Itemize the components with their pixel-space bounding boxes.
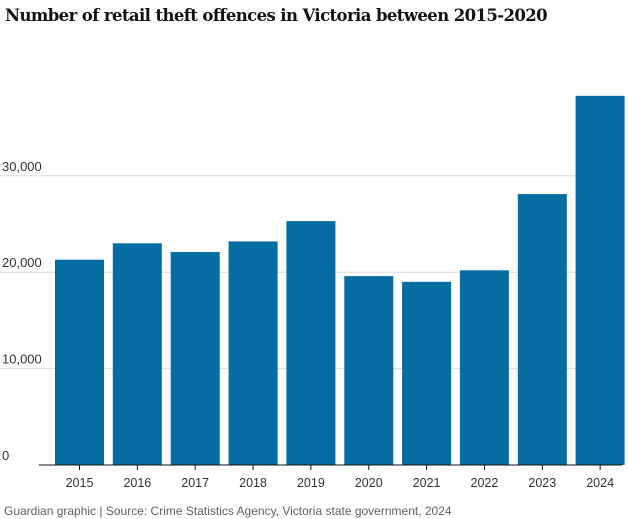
bar-2022	[459, 270, 509, 465]
y-tick-label: 30,000	[2, 159, 42, 174]
x-tick-label: 2018	[239, 476, 267, 490]
x-tick-label: 2021	[413, 476, 441, 490]
x-tick-label: 2020	[355, 476, 383, 490]
x-axis: 2015 2016 2017 2018 2019 2020 2021 2022 2023 2024	[66, 465, 614, 490]
bar-2018	[228, 241, 278, 465]
bars	[55, 95, 625, 466]
x-tick-label: 2015	[66, 476, 94, 490]
bar-2019	[286, 221, 336, 465]
bar-2021	[402, 281, 452, 465]
y-axis-tick-labels: 0 10,000 20,000 30,000	[2, 159, 42, 463]
y-tick-label: 0	[2, 448, 9, 463]
y-tick-label: 20,000	[2, 255, 42, 270]
source-credit: Guardian graphic | Source: Crime Statist…	[4, 504, 452, 518]
bar-chart: 0 10,000 20,000 30,000 2015 2016 2017 2018 2019…	[0, 95, 625, 490]
x-tick-label: 2023	[528, 476, 556, 490]
bar-2016	[112, 243, 162, 465]
bar-2023	[517, 194, 567, 465]
bar-2017	[170, 252, 220, 465]
bar-2024	[575, 95, 625, 466]
bar-2015	[55, 259, 104, 465]
x-tick-label: 2019	[297, 476, 325, 490]
chart-title: Number of retail theft offences in Victo…	[5, 6, 548, 25]
x-tick-label: 2017	[181, 476, 209, 490]
x-tick-label: 2024	[586, 476, 614, 490]
x-tick-label: 2016	[123, 476, 151, 490]
bar-2020	[344, 276, 394, 465]
x-tick-label: 2022	[471, 476, 499, 490]
y-tick-label: 10,000	[2, 352, 42, 367]
